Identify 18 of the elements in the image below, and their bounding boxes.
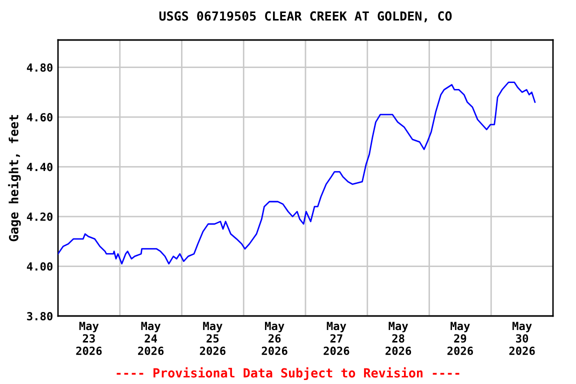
y-tick-label: 4.00 xyxy=(26,262,52,271)
y-tick-label: 4.40 xyxy=(26,162,52,172)
text: ---- Provisional Data Subject to Revision ---- xyxy=(116,367,460,380)
y-tick-label: 4.80 xyxy=(26,63,52,72)
x-tick-label: May 30 2026 xyxy=(509,322,535,356)
x-tick-label: May 26 2026 xyxy=(262,322,288,356)
x-tick-label: May 24 2026 xyxy=(138,322,164,356)
chart-title: USGS 06719505 CLEAR CREEK AT GOLDEN, CO xyxy=(159,11,452,22)
x-tick-label: May 27 2026 xyxy=(324,322,350,356)
y-axis-title: Gage height, feet xyxy=(8,115,21,242)
y-tick-label: 4.60 xyxy=(26,113,52,122)
y-tick-label: 3.80 xyxy=(27,312,52,320)
x-tick-label: May 28 2026 xyxy=(386,322,412,356)
line-series xyxy=(58,82,536,264)
x-tick-label: May 25 2026 xyxy=(200,322,226,356)
x-tick-label: May 23 2026 xyxy=(76,322,102,356)
y-tick-label: 4.20 xyxy=(26,212,52,221)
x-tick-label: May 29 2026 xyxy=(447,322,473,356)
